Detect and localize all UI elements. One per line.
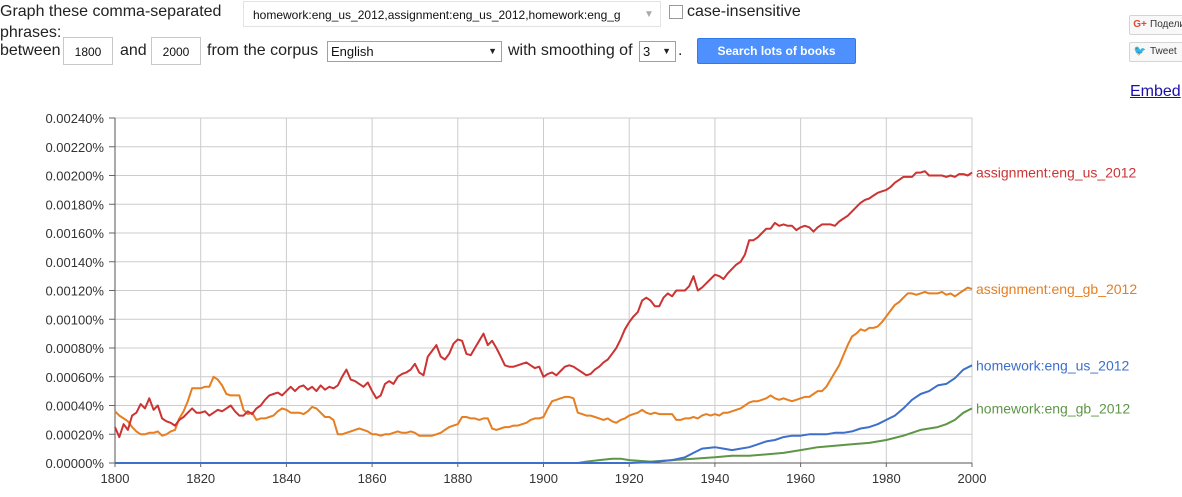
y-tick-label: 0.00000% (45, 456, 104, 471)
graph-label-2: phrases: (0, 24, 62, 41)
legend-label: assignment:eng_us_2012 (976, 165, 1137, 181)
gplus-share-label: Поделиться (1150, 19, 1182, 30)
chevron-down-icon: ▼ (642, 2, 656, 26)
x-tick-label: 1800 (101, 471, 130, 486)
corpus-value: English (331, 44, 374, 59)
y-tick-label: 0.00040% (45, 399, 104, 414)
x-tick-label: 2000 (958, 471, 987, 486)
x-tick-label: 1940 (700, 471, 729, 486)
twitter-bird-icon: 🐦 (1133, 46, 1147, 57)
and-label: and (120, 42, 147, 59)
y-tick-label: 0.00180% (45, 197, 104, 212)
tweet-label: Tweet (1150, 46, 1177, 57)
chevron-down-icon: ▼ (662, 46, 671, 56)
y-tick-label: 0.00060% (45, 370, 104, 385)
x-tick-label: 1960 (786, 471, 815, 486)
x-tick-label: 1980 (872, 471, 901, 486)
series-line-assignment-eng-us-2012[interactable] (114, 170, 973, 439)
series-line-homework-eng-us-2012[interactable] (115, 364, 973, 464)
search-button[interactable]: Search lots of books (697, 38, 856, 64)
case-insensitive-label: case-insensitive (687, 3, 801, 20)
phrases-value: homework:eng_us_2012,assignment:eng_us_2… (253, 8, 621, 22)
x-tick-label: 1820 (186, 471, 215, 486)
smoothing-label: with smoothing of (508, 42, 633, 59)
x-axis-ticks: 1800 1820 1840 1860 1880 1900 1920 1940 1960 1980… (101, 463, 987, 486)
series-line-assignment-eng-gb-2012[interactable] (114, 286, 973, 437)
y-tick-label: 0.00020% (45, 427, 104, 442)
corpus-select[interactable]: English ▼ (327, 41, 502, 62)
x-tick-label: 1840 (272, 471, 301, 486)
tweet-button[interactable]: 🐦 Tweet (1129, 42, 1182, 62)
legend-label: assignment:eng_gb_2012 (976, 281, 1137, 297)
y-tick-label: 0.00140% (45, 255, 104, 270)
x-tick-label: 1900 (529, 471, 558, 486)
chart-series (114, 170, 973, 464)
y-tick-label: 0.00240% (45, 111, 104, 126)
y-tick-label: 0.00120% (45, 284, 104, 299)
embed-link[interactable]: Embed (1130, 83, 1181, 100)
y-axis-ticks: 0.00000% 0.00020% 0.00040% 0.00060% 0.00080%… (45, 111, 115, 471)
smoothing-select[interactable]: 3 ▼ (639, 41, 676, 62)
google-plus-icon: G+ (1133, 19, 1147, 30)
corpus-label: from the corpus (207, 42, 319, 59)
x-tick-label: 1860 (358, 471, 387, 486)
y-tick-label: 0.00100% (45, 312, 104, 327)
x-tick-label: 1880 (443, 471, 472, 486)
period-label: . (678, 42, 683, 59)
between-label: between (0, 42, 61, 59)
gplus-share-button[interactable]: G+Поделиться (1129, 15, 1182, 35)
case-insensitive-checkbox[interactable] (669, 5, 683, 19)
legend-label: homework:eng_gb_2012 (976, 400, 1130, 416)
chart-legend: assignment:eng_us_2012 assignment:eng_gb_… (976, 165, 1137, 417)
legend-label: homework:eng_us_2012 (976, 357, 1130, 373)
x-tick-label: 1920 (615, 471, 644, 486)
phrases-input[interactable]: homework:eng_us_2012,assignment:eng_us_2… (243, 1, 661, 27)
start-year-input[interactable]: 1800 (63, 37, 113, 65)
graph-label: Graph these comma-separated (0, 3, 222, 20)
series-line-homework-eng-gb-2012[interactable] (115, 407, 973, 464)
end-year-input[interactable]: 2000 (151, 37, 201, 65)
smoothing-value: 3 (643, 44, 651, 59)
y-tick-label: 0.00080% (45, 341, 104, 356)
y-tick-label: 0.00200% (45, 169, 104, 184)
y-tick-label: 0.00160% (45, 226, 104, 241)
chevron-down-icon: ▼ (488, 46, 497, 56)
y-tick-label: 0.00220% (45, 140, 104, 155)
